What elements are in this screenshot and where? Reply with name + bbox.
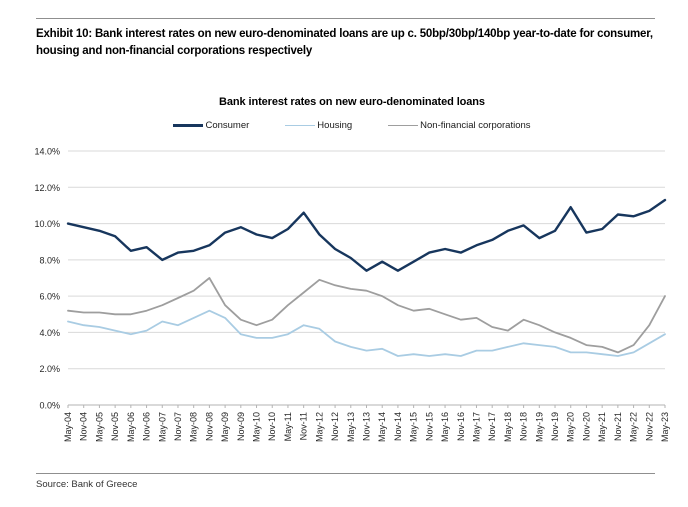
y-axis-tick-label: 0.0% (39, 401, 60, 411)
x-axis-tick-label: May-16 (440, 412, 450, 442)
y-axis-tick-label: 10.0% (34, 219, 60, 229)
x-axis-tick-label: May-20 (566, 412, 576, 442)
x-axis-tick-label: Nov-05 (110, 412, 120, 441)
x-axis-tick-label: May-09 (220, 412, 230, 442)
top-divider (36, 18, 655, 19)
x-axis-tick-label: Nov-16 (456, 412, 466, 441)
x-axis-tick-label: May-21 (597, 412, 607, 442)
x-axis-tick-label: May-08 (189, 412, 199, 442)
x-axis-tick-label: Nov-07 (173, 412, 183, 441)
x-axis-tick-label: Nov-08 (204, 412, 214, 441)
housing-line (67, 309, 666, 357)
legend-line-swatch (285, 124, 316, 127)
exhibit-title: Exhibit 10: Bank interest rates on new e… (36, 28, 653, 58)
x-axis-tick-label: May-18 (503, 412, 513, 442)
x-axis-tick-label: Nov-06 (142, 412, 152, 441)
y-axis-tick-label: 2.0% (39, 364, 60, 374)
y-axis-tick-label: 12.0% (34, 183, 60, 193)
x-axis-tick-label: May-17 (471, 412, 481, 442)
chart-title: Bank interest rates on new euro-denomina… (219, 96, 485, 108)
x-axis-tick-label: May-14 (377, 412, 387, 442)
non-financial-corporations-line (67, 277, 666, 354)
x-axis-tick-label: May-15 (409, 412, 419, 442)
legend-label: Consumer (205, 120, 250, 131)
x-axis-tick-label: May-23 (660, 412, 670, 442)
x-axis-tick-label: Nov-19 (550, 412, 560, 441)
x-axis-tick-label: May-13 (346, 412, 356, 442)
y-axis-tick-label: 14.0% (34, 147, 60, 157)
x-axis-tick-label: Nov-21 (613, 412, 623, 441)
x-axis-tick-label: Nov-09 (236, 412, 246, 441)
legend-item-housing: Housing (285, 120, 352, 131)
chart-legend: Consumer Housing Non-financial corporation… (36, 120, 668, 131)
y-axis-tick-label: 6.0% (39, 292, 60, 302)
x-axis-tick-label: Nov-10 (267, 412, 277, 441)
line-chart-plot: 0.0% 2.0% 4.0% 6.0% 8.0% 10.0% 12.0% 14.0% May-0… (34, 147, 670, 443)
x-axis-tick-label: May-04 (63, 412, 73, 442)
y-axis-tick-label: 8.0% (39, 255, 60, 265)
x-axis-tick-label: Nov-22 (644, 412, 654, 441)
x-axis-tick-label: May-10 (252, 412, 262, 442)
x-axis-tick-label: May-05 (94, 412, 104, 442)
y-axis-tick-label: 4.0% (39, 328, 60, 338)
legend-item-consumer: Consumer (173, 120, 249, 131)
x-axis-tick-label: May-19 (534, 412, 544, 442)
x-axis-tick-label: Nov-18 (519, 412, 529, 441)
x-axis-tick-label: May-06 (126, 412, 136, 442)
x-axis-tick-label: Nov-12 (330, 412, 340, 441)
bottom-divider (36, 473, 655, 474)
x-axis-tick-label: Nov-15 (424, 412, 434, 441)
x-axis-tick-label: May-11 (283, 412, 293, 441)
x-axis-tick-label: May-12 (314, 412, 324, 442)
legend-item-non-financial-corporations: Non-financial corporations (388, 120, 531, 131)
x-axis-tick-label: May-07 (157, 412, 167, 442)
x-axis-tick-label: Nov-11 (299, 412, 309, 440)
x-axis-tick-label: Nov-13 (362, 412, 372, 441)
source-note: Source: Bank of Greece (36, 479, 138, 490)
consumer-line (66, 198, 667, 272)
x-axis-tick-label: May-22 (629, 412, 639, 442)
x-axis-tick-label: Nov-17 (487, 412, 497, 441)
legend-label: Housing (317, 120, 353, 131)
x-axis-tick-label: Nov-04 (79, 412, 89, 441)
x-axis-tick-label: Nov-20 (581, 412, 591, 441)
legend-line-swatch (388, 124, 419, 127)
legend-line-swatch (173, 124, 204, 127)
x-axis-tick-label: Nov-14 (393, 412, 403, 441)
legend-label: Non-financial corporations (420, 120, 531, 131)
